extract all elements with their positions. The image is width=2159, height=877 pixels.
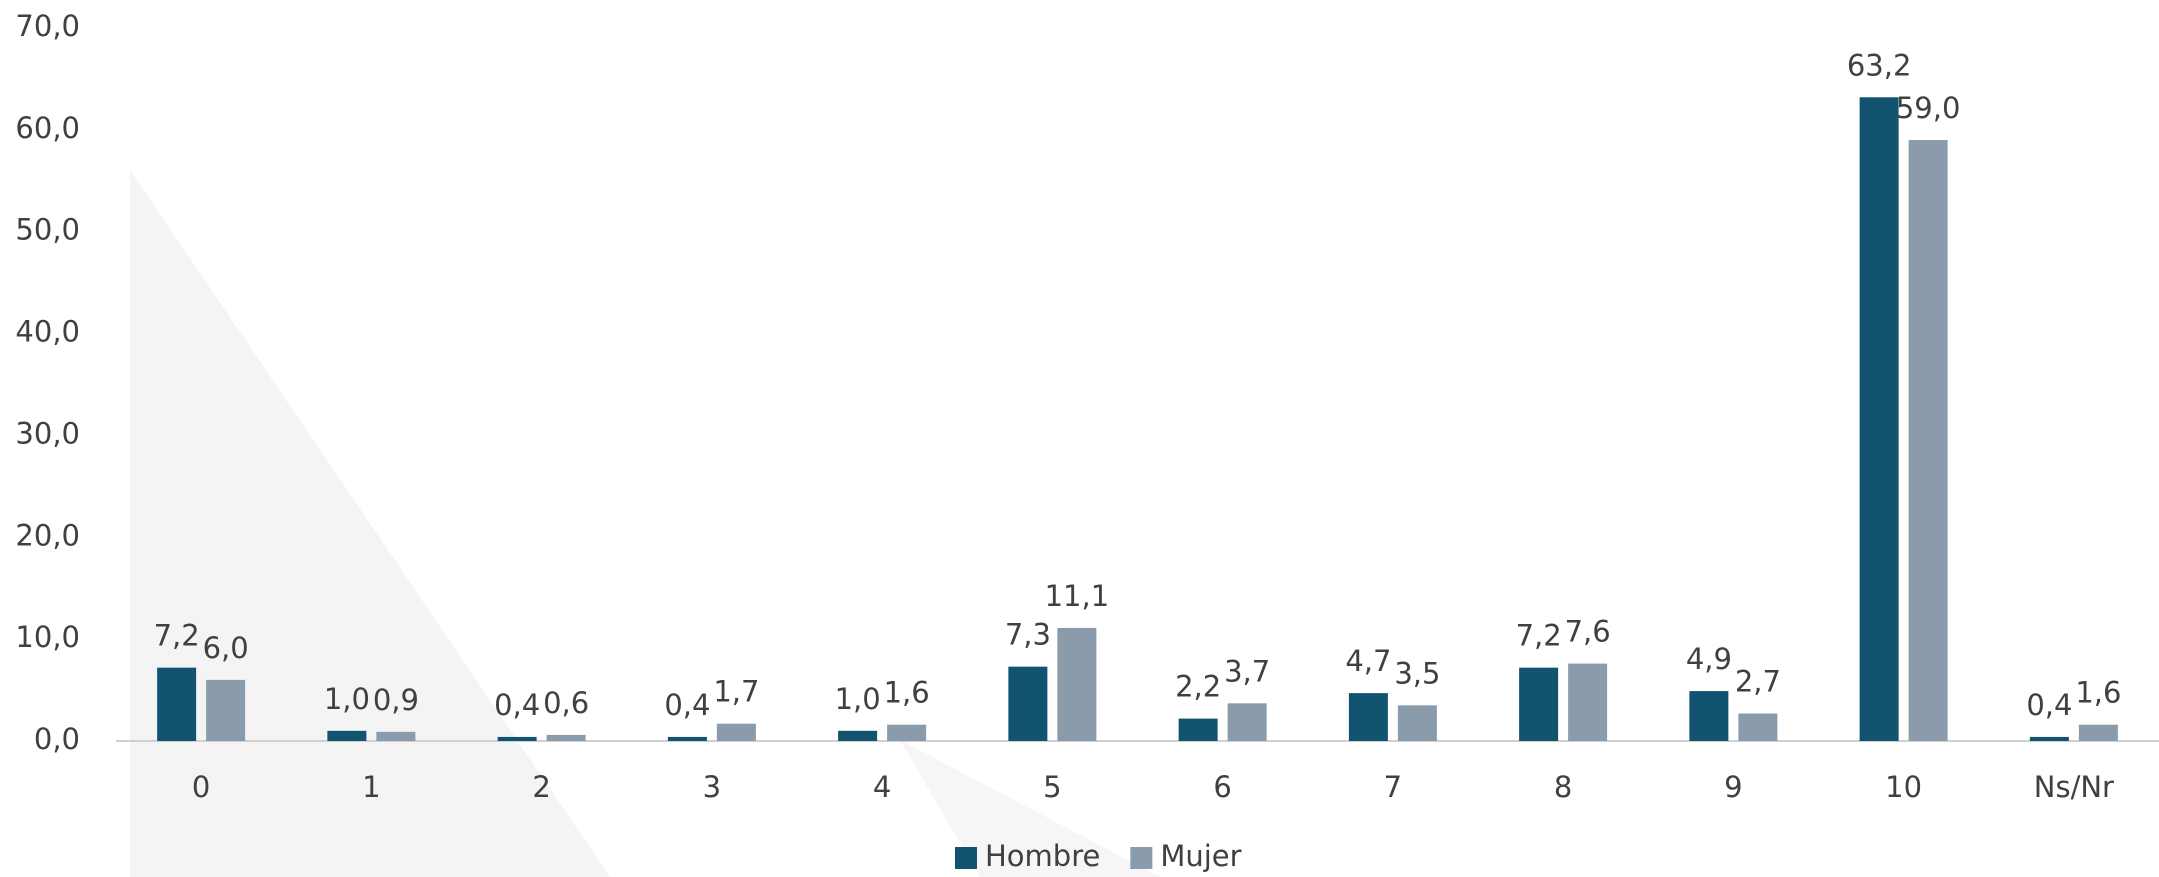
y-tick-label: 20,0 xyxy=(15,518,80,552)
bar xyxy=(1008,666,1048,741)
data-label: 11,1 xyxy=(1045,579,1110,613)
x-tick-label: 1 xyxy=(362,770,380,804)
data-label: 7,6 xyxy=(1565,615,1611,649)
bar xyxy=(1908,140,1948,742)
x-tick-label: 4 xyxy=(873,770,891,804)
bar xyxy=(716,723,756,741)
bar xyxy=(1568,663,1608,741)
y-tick-label: 40,0 xyxy=(15,315,80,349)
bar xyxy=(327,730,367,741)
bar xyxy=(1859,97,1899,741)
bar xyxy=(887,724,927,741)
bar xyxy=(1178,718,1218,741)
x-tick-label: Ns/Nr xyxy=(2034,770,2114,804)
data-label: 0,4 xyxy=(664,688,710,722)
bar xyxy=(1519,667,1559,741)
x-tick-label: 8 xyxy=(1554,770,1572,804)
bar xyxy=(1057,627,1097,741)
x-tick-label: 10 xyxy=(1885,770,1922,804)
bar xyxy=(1348,693,1388,741)
data-label: 0,9 xyxy=(373,683,419,717)
x-tick-label: 7 xyxy=(1384,770,1402,804)
legend-label: Mujer xyxy=(1160,839,1241,873)
background-shape xyxy=(900,740,1160,877)
data-label: 1,6 xyxy=(884,676,930,710)
x-tick-label: 5 xyxy=(1043,770,1061,804)
bar xyxy=(1227,703,1267,741)
bar xyxy=(497,736,537,741)
background-shape xyxy=(130,170,610,877)
x-tick-label: 2 xyxy=(532,770,550,804)
y-tick-label: 0,0 xyxy=(34,722,80,756)
data-label: 1,6 xyxy=(2075,676,2121,710)
data-label: 0,4 xyxy=(494,688,540,722)
legend-swatch xyxy=(1130,847,1153,869)
bar xyxy=(2029,736,2069,741)
x-tick-label: 9 xyxy=(1724,770,1742,804)
legend-label: Hombre xyxy=(985,839,1100,873)
data-label: 7,2 xyxy=(154,619,200,653)
data-label: 7,2 xyxy=(1516,619,1562,653)
bar xyxy=(206,679,246,741)
bar xyxy=(1397,705,1437,741)
y-tick-label: 60,0 xyxy=(15,111,80,145)
data-label: 7,3 xyxy=(1005,618,1051,652)
data-label: 1,7 xyxy=(713,675,759,709)
bar xyxy=(376,731,416,741)
y-tick-label: 50,0 xyxy=(15,213,80,247)
x-tick-label: 6 xyxy=(1213,770,1231,804)
bar xyxy=(2078,724,2118,741)
data-label: 2,2 xyxy=(1175,670,1221,704)
bar xyxy=(838,730,878,741)
bar xyxy=(157,667,197,741)
y-tick-label: 70,0 xyxy=(15,9,80,43)
data-label: 59,0 xyxy=(1896,91,1961,125)
y-tick-label: 30,0 xyxy=(15,416,80,450)
data-label: 4,7 xyxy=(1345,644,1391,678)
data-label: 0,6 xyxy=(543,686,589,720)
bar xyxy=(1689,691,1729,741)
data-label: 0,4 xyxy=(2026,688,2072,722)
legend-swatch xyxy=(955,847,977,869)
bar xyxy=(546,734,586,741)
bar xyxy=(1738,713,1778,741)
x-tick-label: 3 xyxy=(703,770,721,804)
data-label: 63,2 xyxy=(1847,48,1912,82)
bar xyxy=(667,736,707,741)
x-tick-label: 0 xyxy=(192,770,210,804)
data-label: 6,0 xyxy=(203,631,249,665)
data-label: 3,5 xyxy=(1394,656,1440,690)
data-label: 2,7 xyxy=(1735,664,1781,698)
y-tick-label: 10,0 xyxy=(15,620,80,654)
data-label: 3,7 xyxy=(1224,654,1270,688)
data-label: 4,9 xyxy=(1686,642,1732,676)
data-label: 1,0 xyxy=(324,682,370,716)
data-label: 1,0 xyxy=(835,682,881,716)
